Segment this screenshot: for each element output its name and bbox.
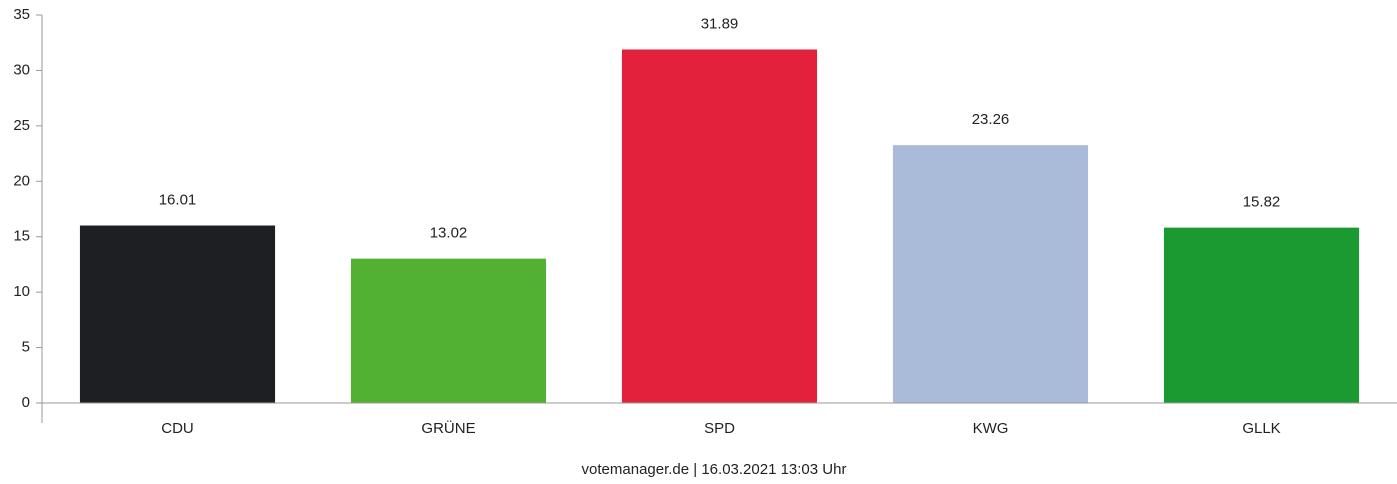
value-label: 13.02: [430, 225, 468, 242]
value-label: 31.89: [701, 15, 739, 32]
source-note: votemanager.de | 16.03.2021 13:03 Uhr: [582, 461, 847, 478]
value-label: 23.26: [972, 111, 1010, 128]
x-tick-label: GRÜNE: [421, 419, 475, 437]
bar: [892, 145, 1089, 403]
y-tick-label: 15: [13, 228, 30, 245]
x-tick-label: SPD: [704, 420, 735, 437]
value-label: 16.01: [159, 191, 197, 208]
y-tick-label: 20: [13, 172, 30, 189]
value-label: 15.82: [1243, 194, 1281, 211]
y-tick-label: 35: [13, 6, 30, 23]
x-tick-label: GLLK: [1242, 420, 1280, 437]
y-tick-label: 5: [22, 339, 30, 356]
y-tick-label: 10: [13, 283, 30, 300]
y-tick-label: 25: [13, 117, 30, 134]
x-tick-label: KWG: [973, 420, 1009, 437]
bar: [79, 225, 276, 403]
y-tick-label: 0: [22, 394, 30, 411]
bar: [1163, 227, 1360, 403]
y-tick-label: 30: [13, 61, 30, 78]
x-tick-label: CDU: [161, 420, 194, 437]
bar: [350, 258, 547, 403]
bar: [621, 49, 818, 404]
